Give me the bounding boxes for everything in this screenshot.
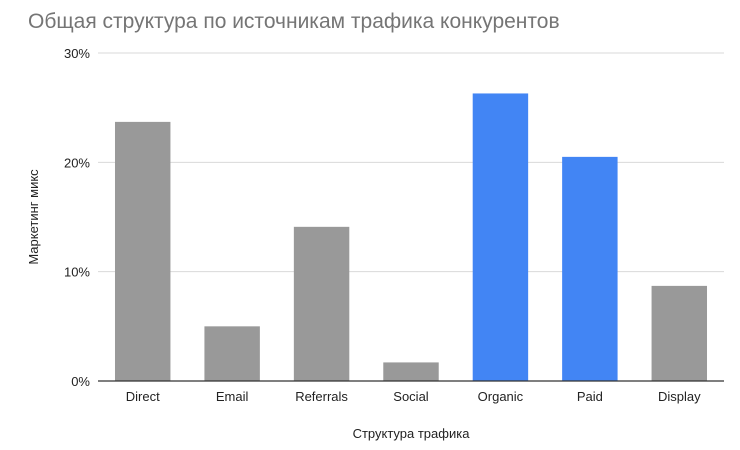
chart-title: Общая структура по источникам трафика ко…: [28, 10, 560, 33]
y-tick-label: 0%: [71, 374, 90, 389]
y-tick-label: 10%: [64, 265, 90, 280]
x-tick-label: Referrals: [295, 389, 348, 404]
bar-direct: [114, 121, 171, 381]
bar-display: [651, 285, 708, 381]
x-tick-label: Direct: [126, 389, 160, 404]
x-axis-label: Структура трафика: [353, 426, 471, 441]
x-axis-ticks: Direct Email Referrals Social Organic Paid Dis…: [126, 389, 701, 404]
bar-referrals: [293, 226, 350, 381]
y-tick-label: 30%: [64, 46, 90, 61]
x-tick-label: Display: [658, 389, 701, 404]
bar-email: [204, 326, 260, 381]
bars: [114, 93, 708, 381]
y-axis-ticks: 0% 10% 20% 30%: [64, 46, 90, 389]
bar-social: [383, 362, 439, 381]
y-tick-label: 20%: [64, 155, 90, 170]
bar-paid: [562, 156, 618, 381]
y-axis-label: Маркетинг микс: [26, 169, 41, 265]
x-tick-label: Paid: [577, 389, 603, 404]
x-tick-label: Email: [216, 389, 249, 404]
x-tick-label: Social: [393, 389, 429, 404]
x-tick-label: Organic: [478, 389, 524, 404]
bar-organic: [472, 93, 529, 381]
gridlines: [98, 52, 724, 273]
